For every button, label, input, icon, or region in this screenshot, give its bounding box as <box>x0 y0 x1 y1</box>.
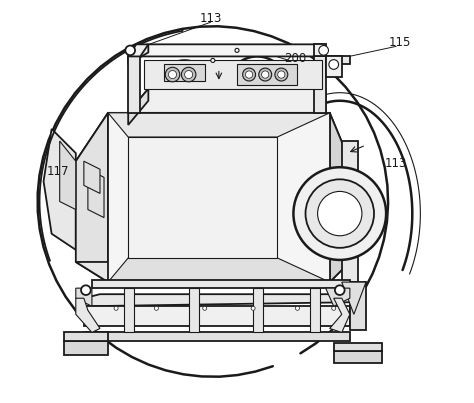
Circle shape <box>293 167 386 260</box>
Polygon shape <box>330 298 350 332</box>
Circle shape <box>319 46 328 55</box>
Circle shape <box>335 285 345 295</box>
Polygon shape <box>44 129 76 250</box>
Polygon shape <box>128 44 326 56</box>
Circle shape <box>182 67 196 82</box>
Polygon shape <box>334 343 382 351</box>
Polygon shape <box>84 306 350 326</box>
Circle shape <box>318 191 362 236</box>
Polygon shape <box>64 341 108 355</box>
Polygon shape <box>342 282 366 314</box>
Polygon shape <box>164 64 205 81</box>
Polygon shape <box>310 288 319 332</box>
Circle shape <box>155 306 158 310</box>
Circle shape <box>168 71 176 79</box>
Circle shape <box>203 306 207 310</box>
Polygon shape <box>88 169 104 218</box>
Circle shape <box>251 306 255 310</box>
Polygon shape <box>84 332 350 341</box>
Polygon shape <box>76 113 108 282</box>
Text: 113: 113 <box>385 157 407 170</box>
Polygon shape <box>108 258 330 282</box>
Polygon shape <box>314 56 326 113</box>
Polygon shape <box>326 56 342 77</box>
Circle shape <box>165 67 180 82</box>
Circle shape <box>114 306 118 310</box>
Text: 117: 117 <box>46 165 69 178</box>
Polygon shape <box>76 262 350 282</box>
Polygon shape <box>64 332 108 341</box>
Polygon shape <box>128 44 148 64</box>
Polygon shape <box>92 280 350 288</box>
Polygon shape <box>76 288 92 306</box>
Polygon shape <box>189 288 199 332</box>
Polygon shape <box>314 44 326 56</box>
Circle shape <box>275 68 288 81</box>
Polygon shape <box>128 89 148 125</box>
Polygon shape <box>342 141 358 282</box>
Text: 200: 200 <box>284 52 307 65</box>
Polygon shape <box>60 141 76 210</box>
Polygon shape <box>108 113 330 282</box>
Polygon shape <box>350 282 366 330</box>
Polygon shape <box>128 56 140 113</box>
Circle shape <box>235 48 239 52</box>
Polygon shape <box>237 64 298 85</box>
Polygon shape <box>144 60 322 89</box>
Polygon shape <box>326 288 350 306</box>
Text: 113: 113 <box>200 12 222 25</box>
Polygon shape <box>128 89 326 113</box>
Polygon shape <box>128 44 148 56</box>
Circle shape <box>332 306 336 310</box>
Polygon shape <box>330 113 350 282</box>
Polygon shape <box>326 56 350 64</box>
Circle shape <box>184 71 192 79</box>
Polygon shape <box>76 298 100 332</box>
Text: 115: 115 <box>389 36 411 49</box>
Circle shape <box>246 71 253 78</box>
Circle shape <box>125 46 135 55</box>
Circle shape <box>306 179 374 248</box>
Polygon shape <box>84 294 350 306</box>
Circle shape <box>259 68 272 81</box>
Polygon shape <box>253 288 263 332</box>
Circle shape <box>243 68 255 81</box>
Polygon shape <box>334 351 382 363</box>
Circle shape <box>211 58 215 62</box>
Polygon shape <box>108 113 330 137</box>
Circle shape <box>81 285 91 295</box>
Polygon shape <box>128 137 277 258</box>
Polygon shape <box>76 113 350 161</box>
Polygon shape <box>124 288 134 332</box>
Circle shape <box>329 60 338 69</box>
Circle shape <box>295 306 300 310</box>
Polygon shape <box>84 161 100 193</box>
Circle shape <box>262 71 269 78</box>
Circle shape <box>278 71 285 78</box>
